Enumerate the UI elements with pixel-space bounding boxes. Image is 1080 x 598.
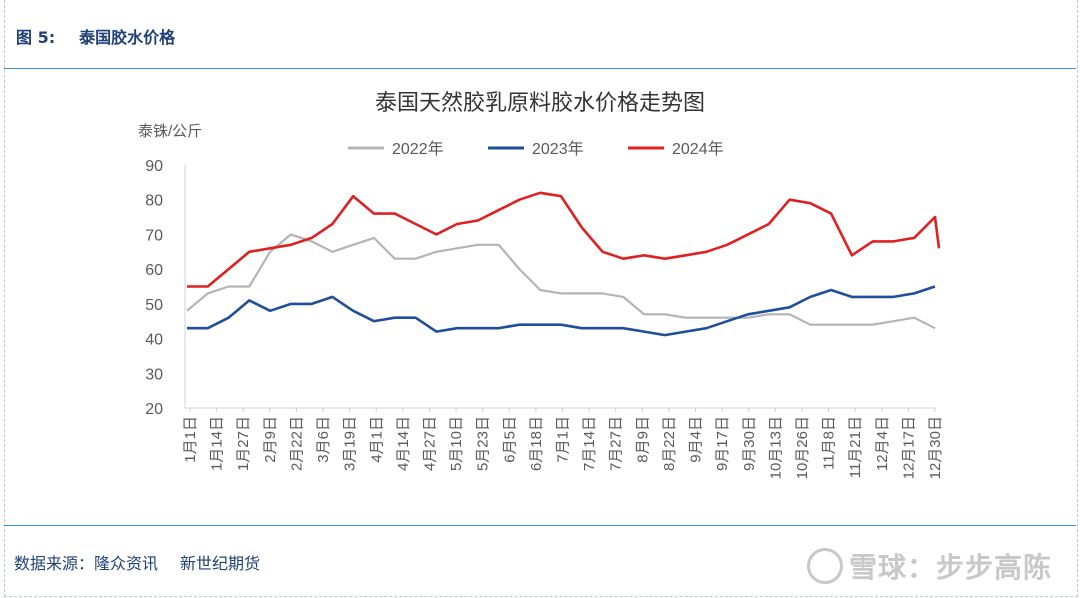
top-divider xyxy=(4,68,1076,69)
x-tick-label: 1月1日 xyxy=(182,416,199,463)
x-tick-label: 6月18日 xyxy=(528,416,545,471)
x-tick-label: 11月21日 xyxy=(847,416,864,478)
watermark: 雪球：步步高陈 xyxy=(806,546,1052,587)
series-line-2023年 xyxy=(187,285,936,337)
x-tick-label: 3月19日 xyxy=(342,416,359,471)
source-org: 新世纪期货 xyxy=(180,554,261,573)
x-tick-label: 1月27日 xyxy=(235,416,252,471)
x-tick-label: 10月13日 xyxy=(767,416,784,479)
bottom-divider xyxy=(4,525,1076,526)
y-axis-label: 泰铢/公斤 xyxy=(138,123,202,140)
y-tick-label: 60 xyxy=(145,262,163,279)
axes: 20 30 40 50 60 70 80 90 1月1日 1月14日 1月27日 2月9日 2月22日 3… xyxy=(145,158,944,479)
y-tick-label: 40 xyxy=(145,332,163,349)
source-label: 数据来源：隆众资讯 xyxy=(14,554,159,573)
x-tick-label: 3月6日 xyxy=(315,416,332,463)
chart-title: 泰国天然胶乳原料胶水价格走势图 xyxy=(375,90,705,115)
page-frame xyxy=(4,0,1078,597)
x-tick-label: 8月22日 xyxy=(661,416,678,471)
x-tick-label: 9月4日 xyxy=(688,416,705,463)
x-tick-label: 12月30日 xyxy=(927,416,944,479)
y-tick-label: 30 xyxy=(145,366,163,383)
x-tick-label: 5月10日 xyxy=(448,416,465,471)
x-tick-label: 12月17日 xyxy=(900,416,917,479)
x-tick-label: 12月4日 xyxy=(874,416,891,471)
legend-label: 2023年 xyxy=(532,140,584,158)
x-tick-label: 11月8日 xyxy=(821,416,838,470)
x-tick-label: 1月14日 xyxy=(209,416,226,471)
y-tick-label: 90 xyxy=(145,158,163,175)
x-tick-label: 7月27日 xyxy=(608,416,625,471)
series-lines xyxy=(186,191,941,337)
x-tick-label: 7月1日 xyxy=(555,416,572,463)
snowball-logo-icon xyxy=(806,548,843,584)
source-note: 数据来源：隆众资讯 新世纪期货 xyxy=(14,550,282,574)
series-line-2022年 xyxy=(186,233,936,330)
x-tick-label: 8月9日 xyxy=(634,416,651,463)
legend-label: 2024年 xyxy=(672,140,724,158)
y-tick-label: 50 xyxy=(145,297,163,314)
x-tick-label: 4月27日 xyxy=(421,416,438,471)
legend-label: 2022年 xyxy=(392,140,444,158)
figure-title: 泰国胶水价格 xyxy=(79,28,176,47)
figure-number: 图 5: xyxy=(16,28,56,47)
figure-caption: 图 5: 泰国胶水价格 xyxy=(16,24,175,48)
x-tick-label: 4月14日 xyxy=(395,416,412,471)
x-tick-label: 10月26日 xyxy=(794,416,811,479)
x-tick-label: 2月22日 xyxy=(288,416,305,471)
y-tick-label: 70 xyxy=(145,227,163,244)
y-tick-label: 80 xyxy=(145,193,163,210)
series-line-2024年 xyxy=(187,191,941,288)
x-tick-label: 2月9日 xyxy=(262,416,279,463)
x-tick-label: 7月14日 xyxy=(581,416,598,471)
x-tick-label: 9月30日 xyxy=(741,416,758,471)
x-tick-label: 5月23日 xyxy=(475,416,492,471)
y-tick-label: 20 xyxy=(145,401,163,418)
watermark-text: 雪球：步步高陈 xyxy=(848,551,1052,584)
x-tick-label: 9月17日 xyxy=(714,416,731,471)
x-tick-label: 6月5日 xyxy=(501,416,518,463)
legend: 2022年 2023年 2024年 xyxy=(348,140,724,158)
chart: 泰国天然胶乳原料胶水价格走势图 泰铢/公斤 2022年 2023年 2024年 20… xyxy=(138,90,944,479)
x-tick-label: 4月1日 xyxy=(368,416,385,463)
